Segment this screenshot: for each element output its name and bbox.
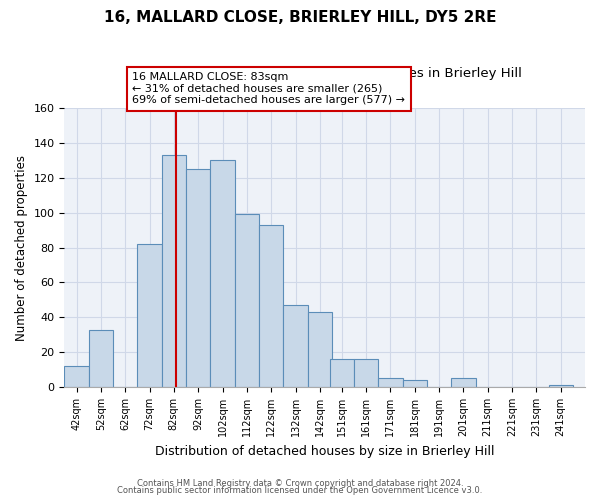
Title: Size of property relative to detached houses in Brierley Hill: Size of property relative to detached ho…: [127, 68, 522, 80]
Bar: [235, 214, 259, 387]
Bar: [137, 244, 162, 387]
Y-axis label: Number of detached properties: Number of detached properties: [15, 154, 28, 340]
Bar: [211, 160, 235, 387]
Bar: [308, 312, 332, 387]
Bar: [354, 359, 378, 387]
Text: 16, MALLARD CLOSE, BRIERLEY HILL, DY5 2RE: 16, MALLARD CLOSE, BRIERLEY HILL, DY5 2R…: [104, 10, 496, 25]
Bar: [162, 155, 186, 387]
X-axis label: Distribution of detached houses by size in Brierley Hill: Distribution of detached houses by size …: [155, 444, 494, 458]
Bar: [89, 330, 113, 387]
Bar: [378, 378, 403, 387]
Text: 16 MALLARD CLOSE: 83sqm
← 31% of detached houses are smaller (265)
69% of semi-d: 16 MALLARD CLOSE: 83sqm ← 31% of detache…: [132, 72, 405, 106]
Bar: [259, 225, 283, 387]
Bar: [548, 386, 573, 387]
Bar: [451, 378, 476, 387]
Text: Contains public sector information licensed under the Open Government Licence v3: Contains public sector information licen…: [118, 486, 482, 495]
Bar: [186, 169, 211, 387]
Text: Contains HM Land Registry data © Crown copyright and database right 2024.: Contains HM Land Registry data © Crown c…: [137, 478, 463, 488]
Bar: [283, 305, 308, 387]
Bar: [403, 380, 427, 387]
Bar: [329, 359, 354, 387]
Bar: [64, 366, 89, 387]
